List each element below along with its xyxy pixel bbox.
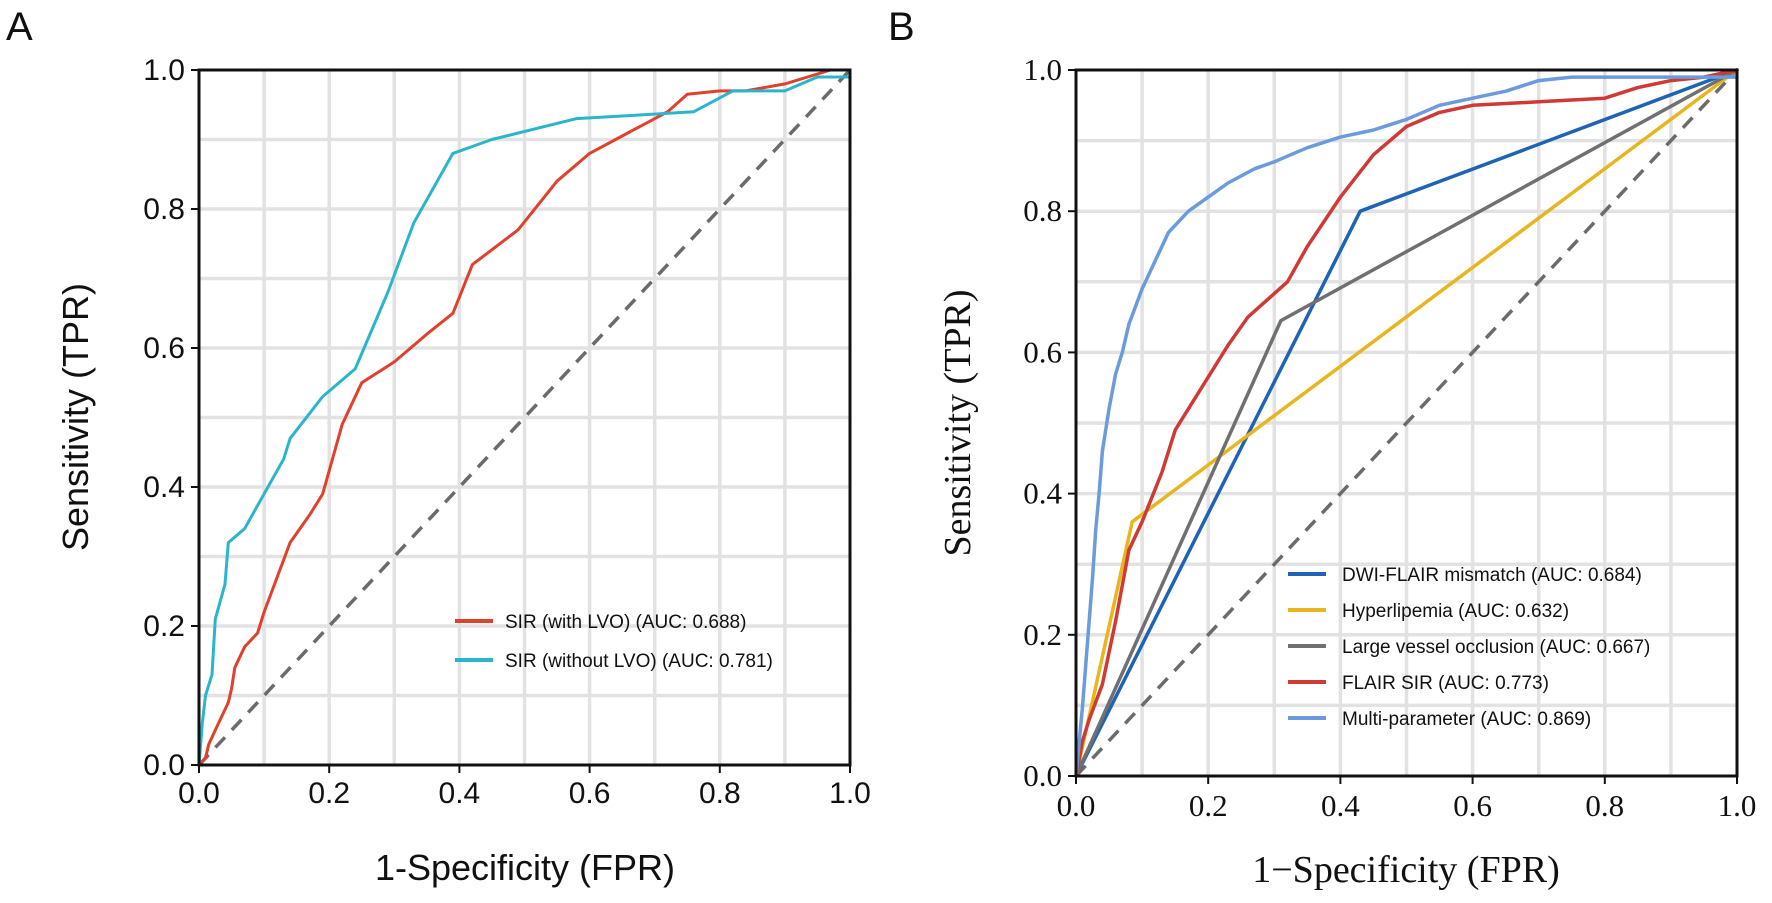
panel-a-y-tick-label: 0.6 <box>143 332 185 365</box>
panel-b-legend-label-5: Multi-parameter (AUC: 0.869) <box>1342 709 1591 730</box>
panel-b-legend-label-3: Large vessel occlusion (AUC: 0.667) <box>1342 637 1650 658</box>
panel-a-x-tick-label: 0.0 <box>178 777 220 810</box>
panel-a-x-tick-label: 0.2 <box>308 777 350 810</box>
panel-b-y-tick-label: 0.0 <box>1023 758 1062 793</box>
panel-a-x-tick-label: 0.8 <box>699 777 741 810</box>
panel-a-legend-label-2: SIR (without LVO) (AUC: 0.781) <box>505 651 773 672</box>
panel-a-series-line-1 <box>197 68 852 767</box>
panel-a-grid <box>199 70 850 765</box>
panel-a-y-tick-label: 0.0 <box>143 749 185 782</box>
panel-a-diagonal <box>197 68 852 767</box>
panel-a-frame <box>197 68 852 767</box>
panel-b-y-tick-label: 1.0 <box>1023 52 1062 87</box>
panel-a-x-tick-label: 0.6 <box>569 777 611 810</box>
panel-b-legend-label-1: DWI-FLAIR mismatch (AUC: 0.684) <box>1342 565 1642 586</box>
panel-b-grid <box>1076 70 1737 776</box>
panel-a-legend: SIR (with LVO) (AUC: 0.688) SIR (without … <box>455 612 773 672</box>
panel-b-series-line-2 <box>1074 68 1739 778</box>
panel-letter-b: B <box>888 5 915 49</box>
panel-b-x-tick-label: 0.4 <box>1321 788 1360 823</box>
panel-b-y-axis-label: Sensitivity (TPR) <box>937 289 979 556</box>
panel-b-y-tick-label: 0.6 <box>1023 334 1062 369</box>
panel-a-y-tick-label: 0.8 <box>143 193 185 226</box>
panel-a-series <box>197 68 852 767</box>
panel-b-legend-label-2: Hyperlipemia (AUC: 0.632) <box>1342 601 1569 622</box>
panel-b-frame <box>1074 68 1739 778</box>
panel-b-x-axis-label: 1−Specificity (FPR) <box>1252 849 1559 891</box>
panel-b-series-line-5 <box>1074 75 1739 778</box>
panel-b-y-tick-label: 0.2 <box>1023 617 1062 652</box>
panel-b-y-tick-label: 0.4 <box>1023 476 1062 511</box>
panel-a-x-axis-label: 1-Specificity (FPR) <box>375 847 675 888</box>
panel-b-ticks: 0.0 0.2 0.4 0.6 0.8 1.0 0.0 0.2 0.4 0.6 0.8 1.0 <box>1023 52 1756 823</box>
panel-letter-a: A <box>6 5 33 49</box>
panel-b-x-tick-label: 0.2 <box>1189 788 1228 823</box>
panel-b-legend: DWI-FLAIR mismatch (AUC: 0.684) Hyperlipe… <box>1288 565 1650 730</box>
panel-a-y-tick-label: 1.0 <box>143 54 185 87</box>
panel-a-x-tick-label: 0.4 <box>439 777 481 810</box>
panel-b-x-tick-label: 0.0 <box>1057 788 1096 823</box>
panel-b-series-line-3 <box>1074 68 1739 778</box>
panel-b-x-tick-label: 0.6 <box>1453 788 1492 823</box>
panel-b-series-line-1 <box>1074 68 1739 778</box>
panel-a-ticks: 0.0 0.2 0.4 0.6 0.8 1.0 0.0 0.2 0.4 0.6 0.8 1.0 <box>143 54 871 810</box>
panel-b-x-tick-label: 0.8 <box>1585 788 1624 823</box>
panel-a-legend-label-1: SIR (with LVO) (AUC: 0.688) <box>505 612 746 633</box>
panel-b-series-line-4 <box>1074 68 1739 778</box>
panel-a-y-axis-label: Sensitivity (TPR) <box>55 283 96 551</box>
panel-a-y-tick-label: 0.2 <box>143 610 185 643</box>
panel-b-diagonal <box>1074 68 1739 778</box>
panel-b-series <box>1074 68 1739 778</box>
panel-a-y-tick-label: 0.4 <box>143 471 185 504</box>
panel-a-chart: 0.0 0.2 0.4 0.6 0.8 1.0 0.0 0.2 0.4 0.6 0.8 1.0 1-S… <box>55 54 871 888</box>
panel-b-legend-label-4: FLAIR SIR (AUC: 0.773) <box>1342 673 1549 694</box>
panel-b-chart: 0.0 0.2 0.4 0.6 0.8 1.0 0.0 0.2 0.4 0.6 0.8 1.0 1−S… <box>937 52 1756 891</box>
panel-a-series-line-2 <box>197 75 852 767</box>
panel-b-x-tick-label: 1.0 <box>1718 788 1757 823</box>
panel-a-x-tick-label: 1.0 <box>829 777 871 810</box>
panel-b-y-tick-label: 0.8 <box>1023 193 1062 228</box>
